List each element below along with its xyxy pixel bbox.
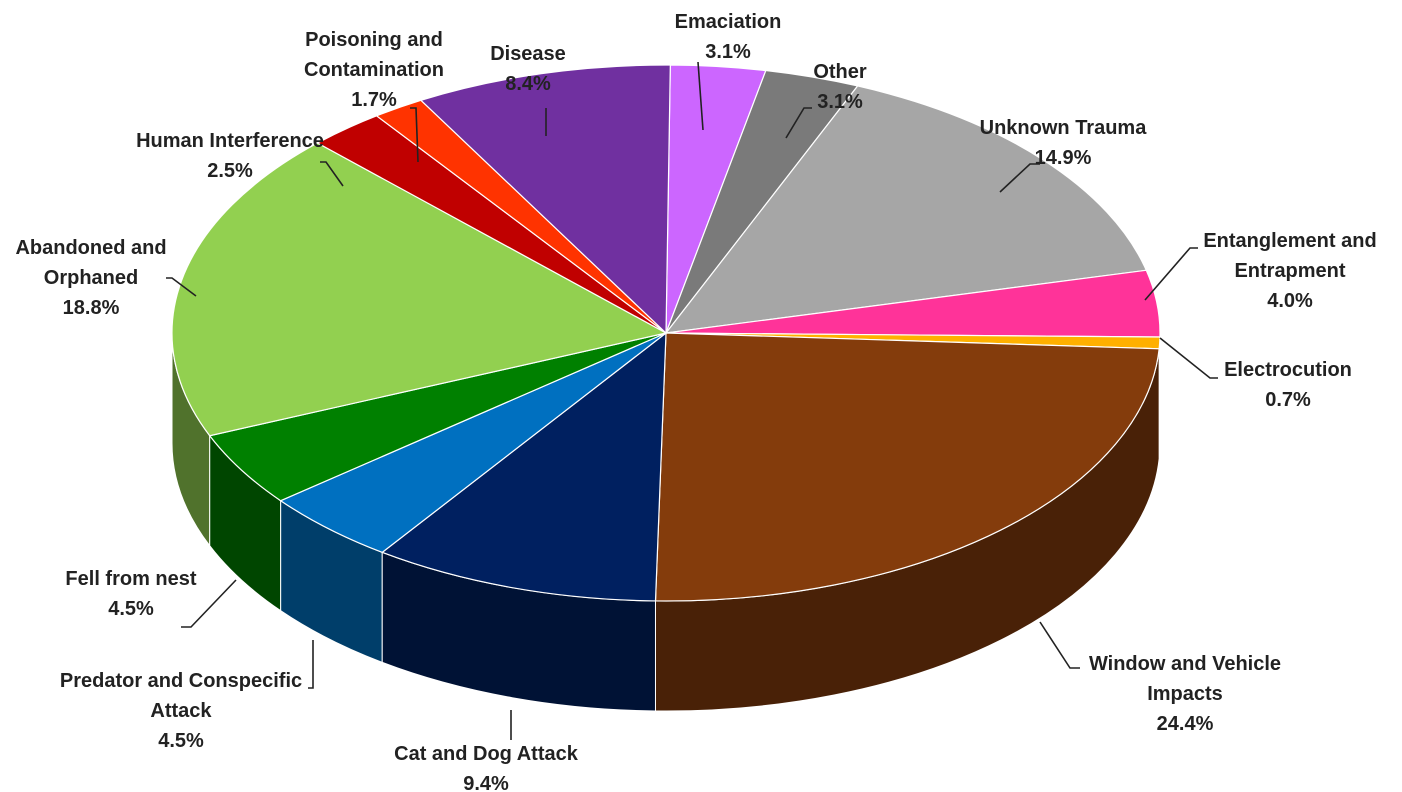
slice-value-label: 0.7%: [1265, 389, 1311, 411]
slice-value-label: 3.1%: [817, 91, 863, 113]
slice-name-label: Poisoning and: [305, 29, 443, 51]
slice-name-label: Human Interference: [136, 130, 324, 152]
slice-value-label: 9.4%: [463, 773, 509, 792]
pie-slice-cat-and-dog-attack: [381, 331, 667, 602]
leader-line-electrocution: [1159, 337, 1218, 379]
slice-value-label: 3.1%: [705, 41, 751, 63]
slice-name-label: Impacts: [1147, 683, 1223, 705]
slice-label-poisoning-and-contamination: Poisoning and Contamination 1.7%: [304, 29, 444, 111]
leader-line-unknown-trauma: [999, 163, 1040, 193]
slice-name-label: Fell from nest: [65, 568, 196, 590]
slice-value-label: 4.5%: [108, 598, 154, 620]
slice-label-other: Other 3.1%: [813, 61, 867, 113]
slice-value-label: 4.0%: [1267, 290, 1313, 312]
leader-line-other: [785, 107, 812, 139]
slice-value-label: 18.8%: [63, 297, 120, 319]
slice-value-label: 2.5%: [207, 160, 253, 182]
leader-line-poisoning-and-contamination: [410, 107, 419, 163]
slice-label-emaciation: Emaciation 3.1%: [675, 11, 782, 63]
slice-name-label: Cat and Dog Attack: [394, 743, 579, 765]
slice-label-fell-from-nest: Fell from nest 4.5%: [65, 568, 196, 620]
slice-label-electrocution: Electrocution 0.7%: [1224, 359, 1352, 411]
pie-slice-window-and-vehicle-impacts: [654, 332, 1160, 602]
slice-label-predator-and-conspecific-attack: Predator and Conspecific Attack 4.5%: [60, 670, 302, 752]
slice-label-window-and-vehicle-impacts: Window and Vehicle Impacts 24.4%: [1089, 653, 1281, 735]
slice-name-label: Disease: [490, 43, 566, 65]
leader-lines: [166, 61, 1218, 740]
slice-name-label: Entanglement and: [1203, 230, 1376, 252]
slice-name-label: Abandoned and: [15, 237, 166, 259]
slice-value-label: 1.7%: [351, 89, 397, 111]
slice-labels: Emaciation 3.1% Other 3.1% Unknown Trauma 14.…: [15, 11, 1376, 792]
leader-line-emaciation: [697, 61, 704, 131]
slice-name-label: Window and Vehicle: [1089, 653, 1281, 675]
slice-value-label: 8.4%: [505, 73, 551, 95]
slice-name-label: Entrapment: [1234, 260, 1345, 282]
pie-sides: [171, 332, 1161, 712]
leader-line-human-interference: [320, 161, 344, 187]
pie-slice-unknown-trauma: [664, 85, 1148, 334]
pie-slice-disease: [419, 64, 671, 335]
leader-line-entanglement-and-entrapment: [1144, 247, 1198, 301]
slice-name-label: Contamination: [304, 59, 444, 81]
slice-label-unknown-trauma: Unknown Trauma 14.9%: [980, 117, 1148, 169]
slice-name-label: Other: [813, 61, 867, 83]
slice-label-human-interference: Human Interference 2.5%: [136, 130, 324, 182]
leader-line-predator-and-conspecific-attack: [308, 640, 314, 689]
leader-line-fell-from-nest: [181, 579, 237, 628]
slice-name-label: Attack: [150, 700, 212, 722]
slice-label-disease: Disease 8.4%: [490, 43, 566, 95]
slice-name-label: Orphaned: [44, 267, 138, 289]
slice-label-cat-and-dog-attack: Cat and Dog Attack 9.4%: [394, 743, 579, 792]
slice-name-label: Predator and Conspecific: [60, 670, 302, 692]
slice-value-label: 4.5%: [158, 730, 204, 752]
slice-name-label: Emaciation: [675, 11, 782, 33]
slice-name-label: Electrocution: [1224, 359, 1352, 381]
slice-label-abandoned-and-orphaned: Abandoned and Orphaned 18.8%: [15, 237, 166, 319]
leader-line-window-and-vehicle-impacts: [1039, 621, 1080, 669]
slice-name-label: Unknown Trauma: [980, 117, 1148, 139]
slice-label-entanglement-and-entrapment: Entanglement and Entrapment 4.0%: [1203, 230, 1376, 312]
pie-tops: [171, 64, 1161, 602]
slice-value-label: 24.4%: [1157, 713, 1214, 735]
leader-line-abandoned-and-orphaned: [166, 277, 197, 297]
pie-slice-abandoned-and-orphaned: [171, 142, 668, 437]
slice-value-label: 14.9%: [1035, 147, 1092, 169]
